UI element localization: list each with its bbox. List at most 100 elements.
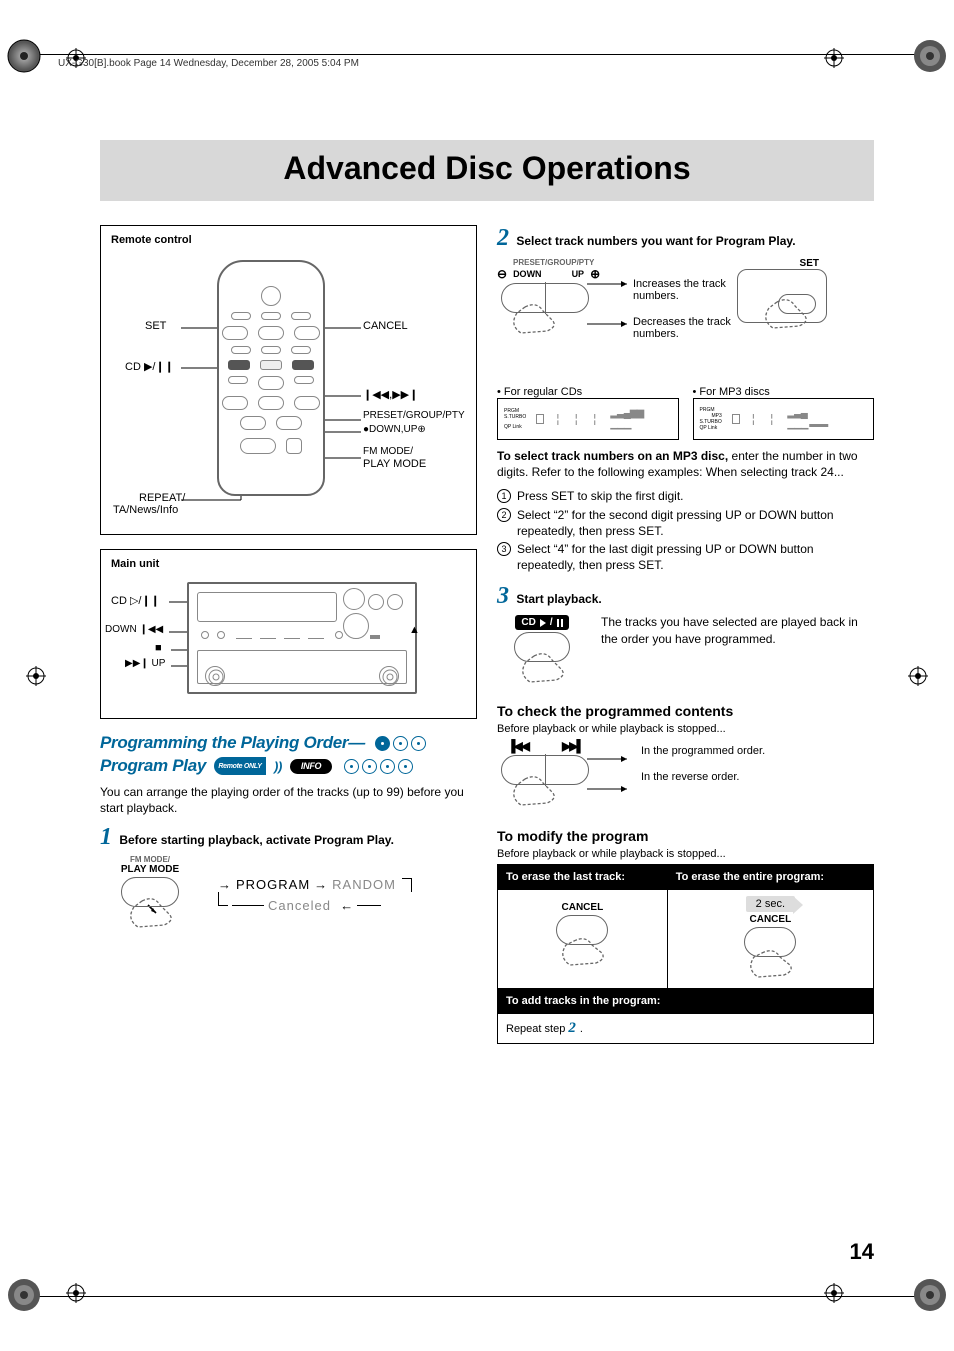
repeat-step-row: Repeat step 2. — [498, 1014, 874, 1044]
mp3-select-lead: To select track numbers on an MP3 disc, — [497, 449, 728, 463]
reg-small-br — [824, 1283, 844, 1303]
cd-label: CD — [521, 617, 535, 628]
mainunit-diagram: CD ▷/❙❙ DOWN ❙◀◀ ■ ▶▶❙ UP ▲ — [111, 576, 466, 706]
mu-label-stop: ■ — [155, 642, 162, 654]
label-tanews: TA/News/Info — [113, 504, 178, 516]
repeat-step-num: 2 — [568, 1020, 576, 1037]
flow-diagram: → PROGRAM → RANDOM Canceled → — [218, 855, 412, 913]
page-number: 14 — [850, 1239, 874, 1265]
cancel-label: CANCEL — [506, 902, 659, 913]
info-badge: INFO — [290, 759, 332, 774]
book-info: UX-G30[B].book Page 14 Wednesday, Decemb… — [58, 58, 359, 69]
flow-canceled: Canceled — [268, 898, 331, 913]
circ-3: Select “4” for the last digit pressing U… — [517, 541, 874, 573]
step-2: 2 Select track numbers you want for Prog… — [497, 225, 874, 252]
step-number-3: 3 — [497, 583, 509, 610]
label-preset: PRESET/GROUP/PTY — [363, 410, 465, 421]
mainunit-icon — [187, 582, 417, 694]
mu-label-up: ▶▶❙ UP — [125, 658, 165, 669]
table-h2: To erase the entire program: — [667, 865, 873, 890]
main-unit-box: Main unit — [100, 549, 477, 719]
set-button-diagram: SET — [707, 258, 827, 323]
modify-table: To erase the last track: To erase the en… — [497, 864, 874, 1044]
page-content: Advanced Disc Operations Remote control — [100, 140, 874, 1241]
btn-label-top: FM MODE/ — [100, 855, 200, 864]
in-prog-label: In the programmed order. — [641, 745, 874, 757]
check-lead: Before playback or while playback is sto… — [497, 723, 874, 735]
modify-lead: Before playback or while playback is sto… — [497, 848, 874, 860]
for-regular-label: • For regular CDs — [497, 386, 679, 398]
top-crop-line — [24, 54, 930, 55]
reg-mark-tr — [910, 36, 950, 76]
label-fmmode: FM MODE/ — [363, 446, 413, 457]
remote-box-title: Remote control — [111, 234, 466, 246]
preset-top-label: PRESET/GROUP/PTY — [513, 258, 667, 267]
disc-dot-icon — [375, 736, 390, 751]
set-label: SET — [707, 258, 819, 269]
bottom-crop-line — [24, 1296, 930, 1297]
mainunit-box-title: Main unit — [111, 558, 466, 570]
reg-small-tr — [824, 48, 844, 68]
intro-text: You can arrange the playing order of the… — [100, 784, 477, 816]
step-number-1: 1 — [100, 824, 112, 851]
lcd-sturbo: S.TURBO — [504, 414, 526, 420]
flow-program: PROGRAM — [236, 877, 310, 892]
repeat-step-post: . — [580, 1023, 583, 1035]
reg-small-ml — [26, 666, 46, 686]
for-mp3-label: • For MP3 discs — [693, 386, 875, 398]
skip-button-diagram: ▐◀◀ ▶▶▌ — [497, 739, 627, 814]
lcd-qplink: QP Link — [504, 424, 526, 430]
step-1-text: Before starting playback, activate Progr… — [119, 833, 394, 847]
remote-diagram: SET CANCEL CD ▶/❙❙ ❙◀◀,▶▶❙ PRESET/GROUP/… — [111, 252, 466, 522]
step-2-text: Select track numbers you want for Progra… — [516, 234, 795, 248]
section-title: Programming the Playing Order— Program P… — [100, 733, 477, 776]
disc-dot-icon — [411, 736, 426, 751]
table-h1: To erase the last track: — [498, 865, 668, 890]
disc-dot-icon — [380, 759, 395, 774]
step3-body: The tracks you have selected are played … — [601, 614, 874, 646]
label-cancel: CANCEL — [363, 320, 408, 332]
next-icon: ▶▶▌ — [562, 739, 583, 753]
reg-small-bl — [66, 1283, 86, 1303]
disc-dot-icon — [362, 759, 377, 774]
section-title-line2: Program Play — [100, 756, 206, 776]
lcd-mp3: PRGM MP3 S.TURBO QP Link ¦ ¦ ▂▃▄▁▁▁ ▬▬ — [693, 398, 875, 440]
lcd-cd: PRGM S.TURBO QP Link ¦ ¦ ¦ ▂▃▄▆▆▁▁▁ — [497, 398, 679, 440]
play-icon — [540, 619, 546, 627]
cancel-label-2: CANCEL — [676, 914, 865, 925]
prev-icon: ▐◀◀ — [507, 739, 528, 753]
thumb-icon — [755, 298, 815, 332]
step-3: 3 Start playback. — [497, 583, 874, 610]
circ-2: Select “2” for the second digit pressing… — [517, 507, 874, 539]
mu-label-down: DOWN ❙◀◀ — [105, 624, 163, 635]
remote-control-box: Remote control — [100, 225, 477, 535]
label-repeat: REPEAT/ — [139, 492, 185, 504]
step-1: 1 Before starting playback, activate Pro… — [100, 824, 477, 851]
disc-dot-icon — [344, 759, 359, 774]
check-contents-head: To check the programmed contents — [497, 703, 874, 719]
remote-only-badge: Remote ONLY — [214, 757, 266, 775]
label-skip: ❙◀◀,▶▶❙ — [363, 388, 418, 401]
two-sec-label: 2 sec. — [756, 898, 785, 910]
remote-body-icon — [217, 260, 325, 496]
modify-head: To modify the program — [497, 828, 874, 844]
section-title-line1: Programming the Playing Order— — [100, 733, 365, 753]
reg-small-mr — [908, 666, 928, 686]
repeat-step-pre: Repeat step — [506, 1023, 568, 1035]
step-number-2: 2 — [497, 225, 509, 252]
page-title: Advanced Disc Operations — [100, 140, 874, 201]
label-downup: ●DOWN,UP⊕ — [363, 424, 426, 435]
disc-dot-icon — [398, 759, 413, 774]
btn-label-main: PLAY MODE — [100, 864, 200, 875]
reg-mark-tl — [4, 36, 44, 76]
label-playmode: PLAY MODE — [363, 458, 426, 470]
circ-1: Press SET to skip the first digit. — [517, 488, 684, 504]
in-rev-label: In the reverse order. — [641, 771, 874, 783]
playmode-button-diagram: FM MODE/ PLAY MODE — [100, 855, 200, 934]
lcd-qplink: QP Link — [700, 425, 722, 431]
cd-play-pill: CD / — [515, 615, 568, 630]
pause-icon — [557, 619, 559, 627]
mp3-select-text: To select track numbers on an MP3 disc, … — [497, 448, 874, 480]
cd-play-button-diagram: CD / — [497, 614, 587, 689]
label-cd: CD ▶/❙❙ — [125, 360, 174, 373]
